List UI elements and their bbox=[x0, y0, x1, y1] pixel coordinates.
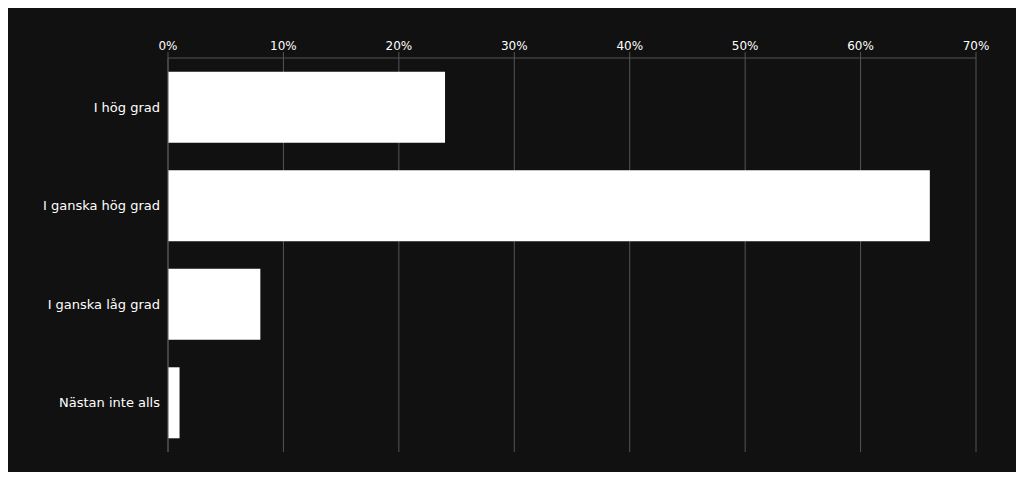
svg-text:70%: 70% bbox=[963, 39, 990, 53]
svg-text:60%: 60% bbox=[847, 39, 874, 53]
svg-text:I hög grad: I hög grad bbox=[94, 100, 160, 115]
svg-text:I ganska låg grad: I ganska låg grad bbox=[48, 297, 160, 312]
svg-text:I ganska hög grad: I ganska hög grad bbox=[43, 198, 160, 213]
svg-text:0%: 0% bbox=[158, 39, 177, 53]
svg-text:20%: 20% bbox=[386, 39, 413, 53]
svg-text:Nästan inte alls: Nästan inte alls bbox=[59, 395, 160, 410]
svg-text:40%: 40% bbox=[616, 39, 643, 53]
svg-text:50%: 50% bbox=[732, 39, 759, 53]
svg-text:30%: 30% bbox=[501, 39, 528, 53]
svg-text:10%: 10% bbox=[270, 39, 297, 53]
